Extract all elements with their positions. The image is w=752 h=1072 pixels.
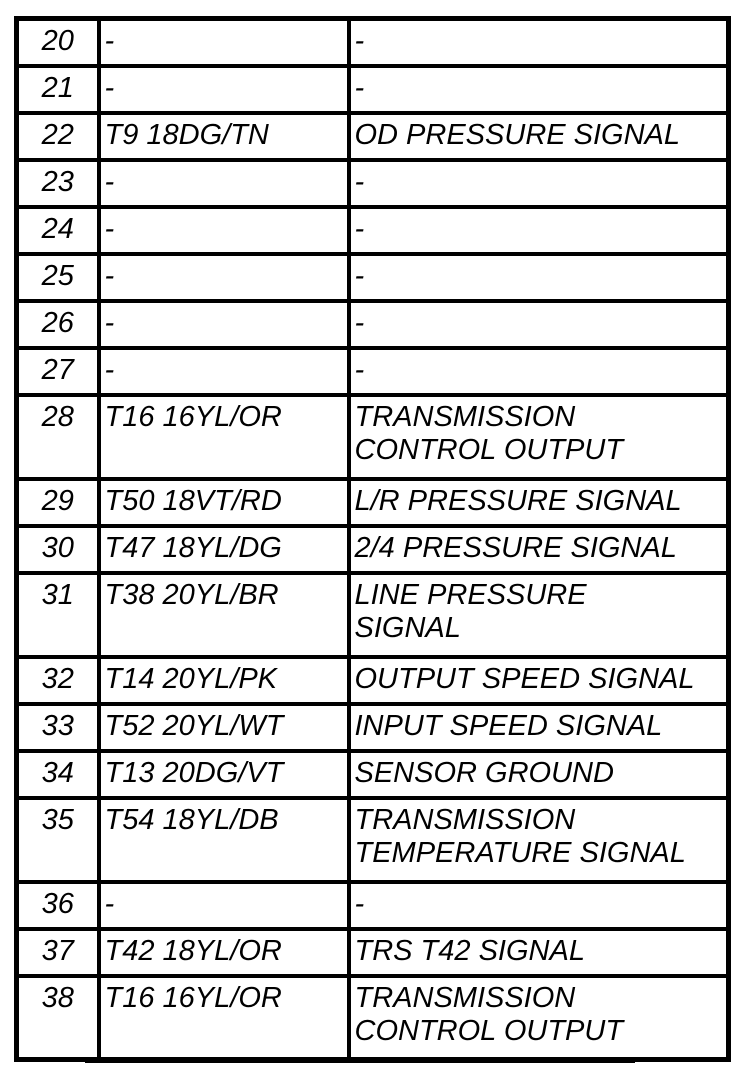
table-row: 25 - - <box>14 251 731 303</box>
pin-number-cell: 27 <box>14 345 101 397</box>
signal-function-cell: - <box>346 157 731 209</box>
pin-number-cell: 22 <box>14 110 101 162</box>
pin-number-cell: 23 <box>14 157 101 209</box>
wire-code-cell: - <box>96 204 351 256</box>
signal-function-cell: TRANSMISSION CONTROL OUTPUT <box>346 973 731 1062</box>
table-row: 21 - - <box>14 63 731 115</box>
wire-code-cell: - <box>96 879 351 931</box>
wire-code-cell: - <box>96 298 351 350</box>
pin-number-cell: 35 <box>14 795 101 884</box>
wire-code-cell: - <box>96 251 351 303</box>
pin-number-cell: 20 <box>14 16 101 68</box>
pin-number-cell: 33 <box>14 701 101 753</box>
signal-function-cell: TRANSMISSION TEMPERATURE SIGNAL <box>346 795 731 884</box>
signal-function-cell: - <box>346 16 731 68</box>
table-row: 31 T38 20YL/BR LINE PRESSURE SIGNAL <box>14 570 731 659</box>
pin-number-cell: 38 <box>14 973 101 1062</box>
pin-number-cell: 31 <box>14 570 101 659</box>
table-row: 22 T9 18DG/TN OD PRESSURE SIGNAL <box>14 110 731 162</box>
pin-number-cell: 25 <box>14 251 101 303</box>
signal-function-cell: L/R PRESSURE SIGNAL <box>346 476 731 528</box>
signal-function-cell: SENSOR GROUND <box>346 748 731 800</box>
pin-number-cell: 24 <box>14 204 101 256</box>
table-row: 32 T14 20YL/PK OUTPUT SPEED SIGNAL <box>14 654 731 706</box>
connector-pinout-table: 20 - - 21 - - 22 T9 18DG/TN OD PRESSURE … <box>14 16 731 1062</box>
wire-code-cell: T13 20DG/VT <box>96 748 351 800</box>
signal-function-cell: - <box>346 63 731 115</box>
table-row: 33 T52 20YL/WT INPUT SPEED SIGNAL <box>14 701 731 753</box>
pin-number-cell: 28 <box>14 392 101 481</box>
table-row: 29 T50 18VT/RD L/R PRESSURE SIGNAL <box>14 476 731 528</box>
table-row: 36 - - <box>14 879 731 931</box>
table-row: 30 T47 18YL/DG 2/4 PRESSURE SIGNAL <box>14 523 731 575</box>
pin-number-cell: 21 <box>14 63 101 115</box>
signal-function-cell: OD PRESSURE SIGNAL <box>346 110 731 162</box>
pin-number-cell: 32 <box>14 654 101 706</box>
wire-code-cell: T14 20YL/PK <box>96 654 351 706</box>
table-row: 28 T16 16YL/OR TRANSMISSION CONTROL OUTP… <box>14 392 731 481</box>
signal-function-cell: - <box>346 298 731 350</box>
wire-code-cell: - <box>96 63 351 115</box>
wire-code-cell: T16 16YL/OR <box>96 392 351 481</box>
table-row: 37 T42 18YL/OR TRS T42 SIGNAL <box>14 926 731 978</box>
signal-function-cell: TRS T42 SIGNAL <box>346 926 731 978</box>
pin-number-cell: 26 <box>14 298 101 350</box>
signal-function-cell: - <box>346 204 731 256</box>
wire-code-cell: T50 18VT/RD <box>96 476 351 528</box>
signal-function-cell: - <box>346 251 731 303</box>
signal-function-cell: INPUT SPEED SIGNAL <box>346 701 731 753</box>
table-row: 27 - - <box>14 345 731 397</box>
wire-code-cell: T9 18DG/TN <box>96 110 351 162</box>
wire-code-cell: T54 18YL/DB <box>96 795 351 884</box>
pin-number-cell: 29 <box>14 476 101 528</box>
signal-function-cell: TRANSMISSION CONTROL OUTPUT <box>346 392 731 481</box>
wire-code-cell: - <box>96 16 351 68</box>
wire-code-cell: - <box>96 157 351 209</box>
signal-function-cell: LINE PRESSURE SIGNAL <box>346 570 731 659</box>
table-row: 38 T16 16YL/OR TRANSMISSION CONTROL OUTP… <box>14 973 731 1062</box>
pin-number-cell: 30 <box>14 523 101 575</box>
wire-code-cell: T52 20YL/WT <box>96 701 351 753</box>
table-row: 35 T54 18YL/DB TRANSMISSION TEMPERATURE … <box>14 795 731 884</box>
wire-code-cell: T38 20YL/BR <box>96 570 351 659</box>
wire-code-cell: T47 18YL/DG <box>96 523 351 575</box>
signal-function-cell: OUTPUT SPEED SIGNAL <box>346 654 731 706</box>
table-row: 20 - - <box>14 16 731 68</box>
pin-number-cell: 34 <box>14 748 101 800</box>
signal-function-cell: 2/4 PRESSURE SIGNAL <box>346 523 731 575</box>
pin-number-cell: 36 <box>14 879 101 931</box>
wire-code-cell: - <box>96 345 351 397</box>
wire-code-cell: T42 18YL/OR <box>96 926 351 978</box>
bottom-rule <box>85 1061 635 1063</box>
table-row: 23 - - <box>14 157 731 209</box>
table-row: 24 - - <box>14 204 731 256</box>
table-row: 34 T13 20DG/VT SENSOR GROUND <box>14 748 731 800</box>
signal-function-cell: - <box>346 345 731 397</box>
table-row: 26 - - <box>14 298 731 350</box>
signal-function-cell: - <box>346 879 731 931</box>
wire-code-cell: T16 16YL/OR <box>96 973 351 1062</box>
pin-number-cell: 37 <box>14 926 101 978</box>
